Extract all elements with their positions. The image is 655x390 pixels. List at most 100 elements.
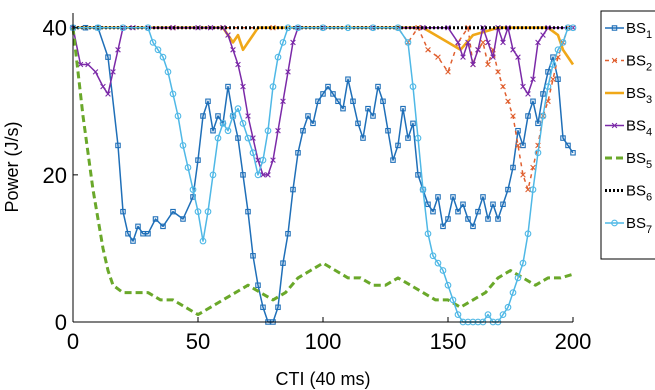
point-bs7 <box>524 230 532 238</box>
point-bs4 <box>235 61 241 68</box>
legend-marker <box>611 25 618 31</box>
point-bs1 <box>515 127 521 134</box>
point-bs1 <box>505 186 511 193</box>
point-bs1 <box>135 223 141 230</box>
point-bs4 <box>470 61 476 68</box>
point-bs4 <box>230 46 236 53</box>
series-bs3 <box>73 26 575 66</box>
series-bs5 <box>71 27 574 317</box>
point-bs1 <box>570 150 576 156</box>
point-bs4 <box>270 157 276 163</box>
point-bs4 <box>92 69 99 75</box>
point-bs1 <box>400 105 406 112</box>
point-bs1 <box>460 201 466 208</box>
point-bs1 <box>310 120 316 127</box>
point-bs7 <box>519 259 527 267</box>
point-bs2 <box>465 24 471 31</box>
point-bs4 <box>115 46 121 53</box>
point-bs7 <box>269 83 277 90</box>
point-bs1 <box>152 216 159 222</box>
point-bs7 <box>394 24 402 32</box>
point-bs2 <box>510 113 516 119</box>
point-bs1 <box>205 98 211 105</box>
point-bs7 <box>249 149 257 157</box>
point-bs7 <box>169 90 177 98</box>
series-line-bs4 <box>72 26 573 176</box>
point-bs4 <box>285 69 291 75</box>
series-line-bs7 <box>73 26 573 323</box>
point-bs1 <box>140 230 146 237</box>
point-bs1 <box>520 142 526 149</box>
point-bs4 <box>535 39 541 46</box>
point-bs2 <box>495 69 501 75</box>
y-tick-label: 40 <box>43 16 67 41</box>
point-bs7 <box>424 230 432 238</box>
point-bs7 <box>229 112 237 120</box>
point-bs4 <box>515 54 521 60</box>
point-bs1 <box>300 127 306 134</box>
point-bs7 <box>144 24 152 32</box>
point-bs1 <box>245 208 251 215</box>
point-bs1 <box>340 105 346 112</box>
point-bs7 <box>504 303 512 311</box>
point-bs7 <box>514 274 522 282</box>
point-bs1 <box>160 223 166 230</box>
point-bs1 <box>115 142 121 149</box>
point-bs1 <box>435 194 441 200</box>
point-bs1 <box>425 201 431 208</box>
point-bs1 <box>480 194 486 200</box>
point-bs4 <box>505 24 511 31</box>
point-bs7 <box>559 39 567 46</box>
point-bs1 <box>490 201 496 208</box>
point-bs4 <box>445 24 451 31</box>
legend-label: BS4 <box>626 118 652 139</box>
point-bs7 <box>264 127 272 135</box>
point-bs1 <box>355 120 361 127</box>
point-bs2 <box>515 142 521 149</box>
legend-item-bs1: BS1 <box>605 20 652 41</box>
legend-item-bs6: BS6 <box>605 183 652 204</box>
point-bs7 <box>544 83 552 90</box>
legend-label: BS1 <box>626 20 652 41</box>
axes <box>72 13 573 323</box>
point-bs1 <box>235 135 241 141</box>
point-bs1 <box>500 201 506 208</box>
point-bs4 <box>545 24 551 31</box>
legend-item-bs5: BS5 <box>605 150 652 171</box>
point-bs1 <box>350 98 356 105</box>
point-bs1 <box>195 157 201 163</box>
point-bs1 <box>365 105 371 112</box>
point-bs1 <box>450 194 456 200</box>
point-bs7 <box>154 46 162 54</box>
point-bs1 <box>255 282 261 288</box>
point-bs4 <box>255 157 261 163</box>
point-bs1 <box>555 76 561 82</box>
point-bs1 <box>560 135 566 141</box>
point-bs7 <box>164 68 172 76</box>
point-bs2 <box>530 164 536 171</box>
point-bs7 <box>404 39 412 46</box>
point-bs7 <box>219 120 227 127</box>
point-bs4 <box>100 83 106 90</box>
series-line-bs2 <box>73 26 573 191</box>
point-bs4 <box>110 69 116 75</box>
legend-label: BS7 <box>626 215 652 236</box>
point-bs1 <box>360 135 366 141</box>
point-bs7 <box>244 134 252 142</box>
point-bs1 <box>120 208 126 215</box>
point-bs7 <box>254 171 262 179</box>
point-bs4 <box>500 39 506 46</box>
point-bs7 <box>529 186 537 193</box>
point-bs4 <box>290 39 296 46</box>
point-bs4 <box>225 32 231 38</box>
point-bs1 <box>565 142 571 149</box>
series-bs2 <box>70 24 576 193</box>
point-bs4 <box>77 61 84 68</box>
point-bs1 <box>290 186 296 193</box>
point-bs7 <box>189 186 197 193</box>
point-bs2 <box>505 98 511 105</box>
point-bs1 <box>200 113 206 119</box>
point-bs1 <box>390 157 396 163</box>
point-bs1 <box>510 164 516 171</box>
series-line-bs5 <box>71 27 574 317</box>
